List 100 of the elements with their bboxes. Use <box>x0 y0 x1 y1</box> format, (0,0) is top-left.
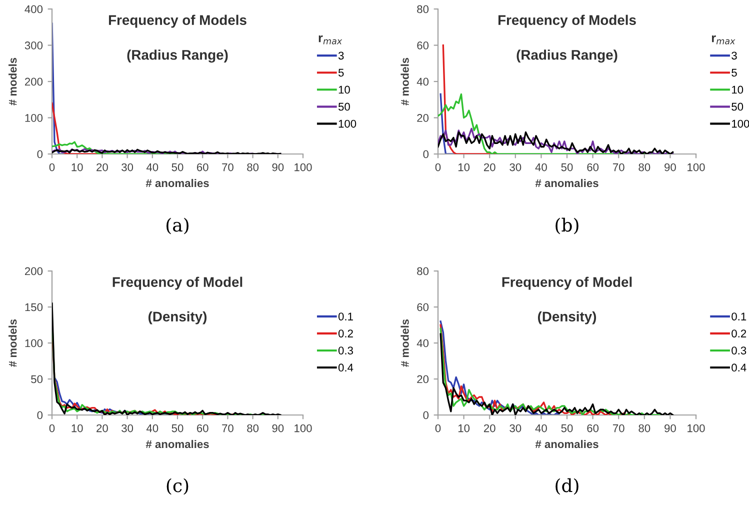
y-axis-title: # models <box>8 319 17 367</box>
chart-title: Frequency of Model <box>112 276 242 290</box>
x-tick-label: 40 <box>146 163 158 172</box>
y-tick-label: 150 <box>25 303 43 312</box>
x-axis-title: # anomalies <box>535 178 598 188</box>
x-tick-label: 100 <box>294 424 312 432</box>
text: (b) <box>556 218 578 234</box>
x-tick-label: 80 <box>247 163 259 172</box>
x-tick-label: 60 <box>196 424 208 432</box>
x-tick-label: 20 <box>96 424 108 432</box>
legend-label: 50 <box>338 102 350 111</box>
x-tick-label: 50 <box>172 424 184 432</box>
x-axis-title: # anomalies <box>535 440 598 448</box>
x-tick-label: 60 <box>196 163 208 172</box>
x-tick-label: 50 <box>172 163 184 172</box>
legend-title: r$_{max}$ <box>712 35 736 44</box>
chart-title: Frequency of Models <box>498 14 636 28</box>
x-tick-label: 70 <box>222 163 234 172</box>
legend-label: 0.2 <box>338 330 353 338</box>
legend-label: 0.2 <box>732 330 746 338</box>
legend-title: r$_{max}$ <box>318 35 342 44</box>
x-tick-label: 0 <box>49 424 55 432</box>
x-tick-label: 40 <box>535 163 547 172</box>
legend-label: 10 <box>338 86 350 94</box>
x-tick-label: 90 <box>272 163 284 172</box>
y-axis-title: # models <box>8 58 17 106</box>
x-tick-label: 70 <box>612 163 624 172</box>
x-tick-label: 70 <box>222 424 234 432</box>
x-tick-label: 0 <box>435 163 441 172</box>
x-tick-label: 10 <box>458 163 470 172</box>
y-tick-label: 100 <box>25 339 43 348</box>
y-tick-label: 50 <box>31 375 43 384</box>
x-tick-label: 80 <box>638 424 650 432</box>
legend-label: 0.3 <box>732 346 746 354</box>
x-tick-label: 60 <box>587 163 599 172</box>
x-tick-label: 100 <box>688 424 705 432</box>
y-tick-label: 0 <box>37 150 43 158</box>
x-tick-label: 80 <box>638 163 650 172</box>
legend-label: 0.4 <box>338 364 354 372</box>
y-tick-label: 20 <box>417 114 429 122</box>
legend-label: 0.1 <box>732 312 746 320</box>
x-tick-label: 20 <box>484 163 496 172</box>
x-tick-label: 30 <box>122 424 134 432</box>
x-tick-label: 10 <box>72 163 83 172</box>
y-tick-label: 0 <box>37 411 43 420</box>
y-tick-label: 40 <box>416 78 429 86</box>
text: (d) <box>556 478 578 495</box>
x-tick-label: 100 <box>294 163 312 172</box>
line-series <box>440 324 630 415</box>
x-tick-label: 90 <box>664 424 676 432</box>
x-tick-label: 90 <box>664 163 676 172</box>
legend-label: 3 <box>732 52 737 60</box>
x-tick-label: 10 <box>458 424 470 432</box>
x-tick-label: 60 <box>587 424 599 432</box>
text: (Radius Range) <box>127 50 228 63</box>
legend-label: 100 <box>732 120 749 128</box>
x-tick-label: 30 <box>510 424 522 432</box>
x-tick-label: 0 <box>49 163 55 172</box>
y-tick-label: 80 <box>417 267 429 276</box>
y-tick-label: 200 <box>24 78 43 86</box>
x-tick-label: 30 <box>510 163 522 172</box>
legend-label: 5 <box>732 68 737 77</box>
x-tick-label: 80 <box>247 424 259 432</box>
legend-label: 5 <box>338 68 344 77</box>
x-tick-label: 100 <box>688 163 705 172</box>
y-tick-label: 20 <box>417 375 429 384</box>
text: (Radius Range) <box>516 50 618 63</box>
text: (c) <box>166 478 188 495</box>
y-tick-label: 200 <box>24 267 43 276</box>
x-tick-label: 70 <box>612 424 624 432</box>
y-tick-label: 0 <box>423 411 429 420</box>
x-tick-label: 20 <box>484 424 496 432</box>
y-axis-title: # models <box>400 319 409 367</box>
chart-title: Frequency of Models <box>108 14 246 28</box>
y-tick-label: 60 <box>417 42 429 50</box>
x-tick-label: 50 <box>561 424 573 432</box>
x-tick-label: 90 <box>272 424 284 432</box>
text: (a) <box>166 218 188 234</box>
chart-title: Frequency of Model <box>502 276 632 290</box>
legend-label: 3 <box>338 52 344 60</box>
x-tick-label: 40 <box>535 424 547 432</box>
text: (Density) <box>148 311 207 324</box>
y-tick-label: 60 <box>417 303 429 312</box>
text: (Density) <box>538 311 596 324</box>
legend-label: 0.3 <box>338 346 353 354</box>
legend-label: 50 <box>732 102 744 111</box>
legend-label: 100 <box>338 120 356 128</box>
y-tick-label: 100 <box>25 114 43 122</box>
y-tick-label: 400 <box>24 5 43 14</box>
y-axis-title: # models <box>400 58 409 106</box>
x-tick-label: 40 <box>146 424 158 432</box>
legend-label: 10 <box>732 86 744 94</box>
x-axis-title: # anomalies <box>146 178 209 188</box>
legend-label: 0.4 <box>732 364 746 372</box>
x-axis-title: # anomalies <box>146 440 209 448</box>
x-tick-label: 10 <box>72 424 83 432</box>
y-tick-label: 80 <box>417 5 429 14</box>
x-tick-label: 20 <box>96 163 108 172</box>
line-series <box>442 44 496 154</box>
x-tick-label: 30 <box>122 163 134 172</box>
